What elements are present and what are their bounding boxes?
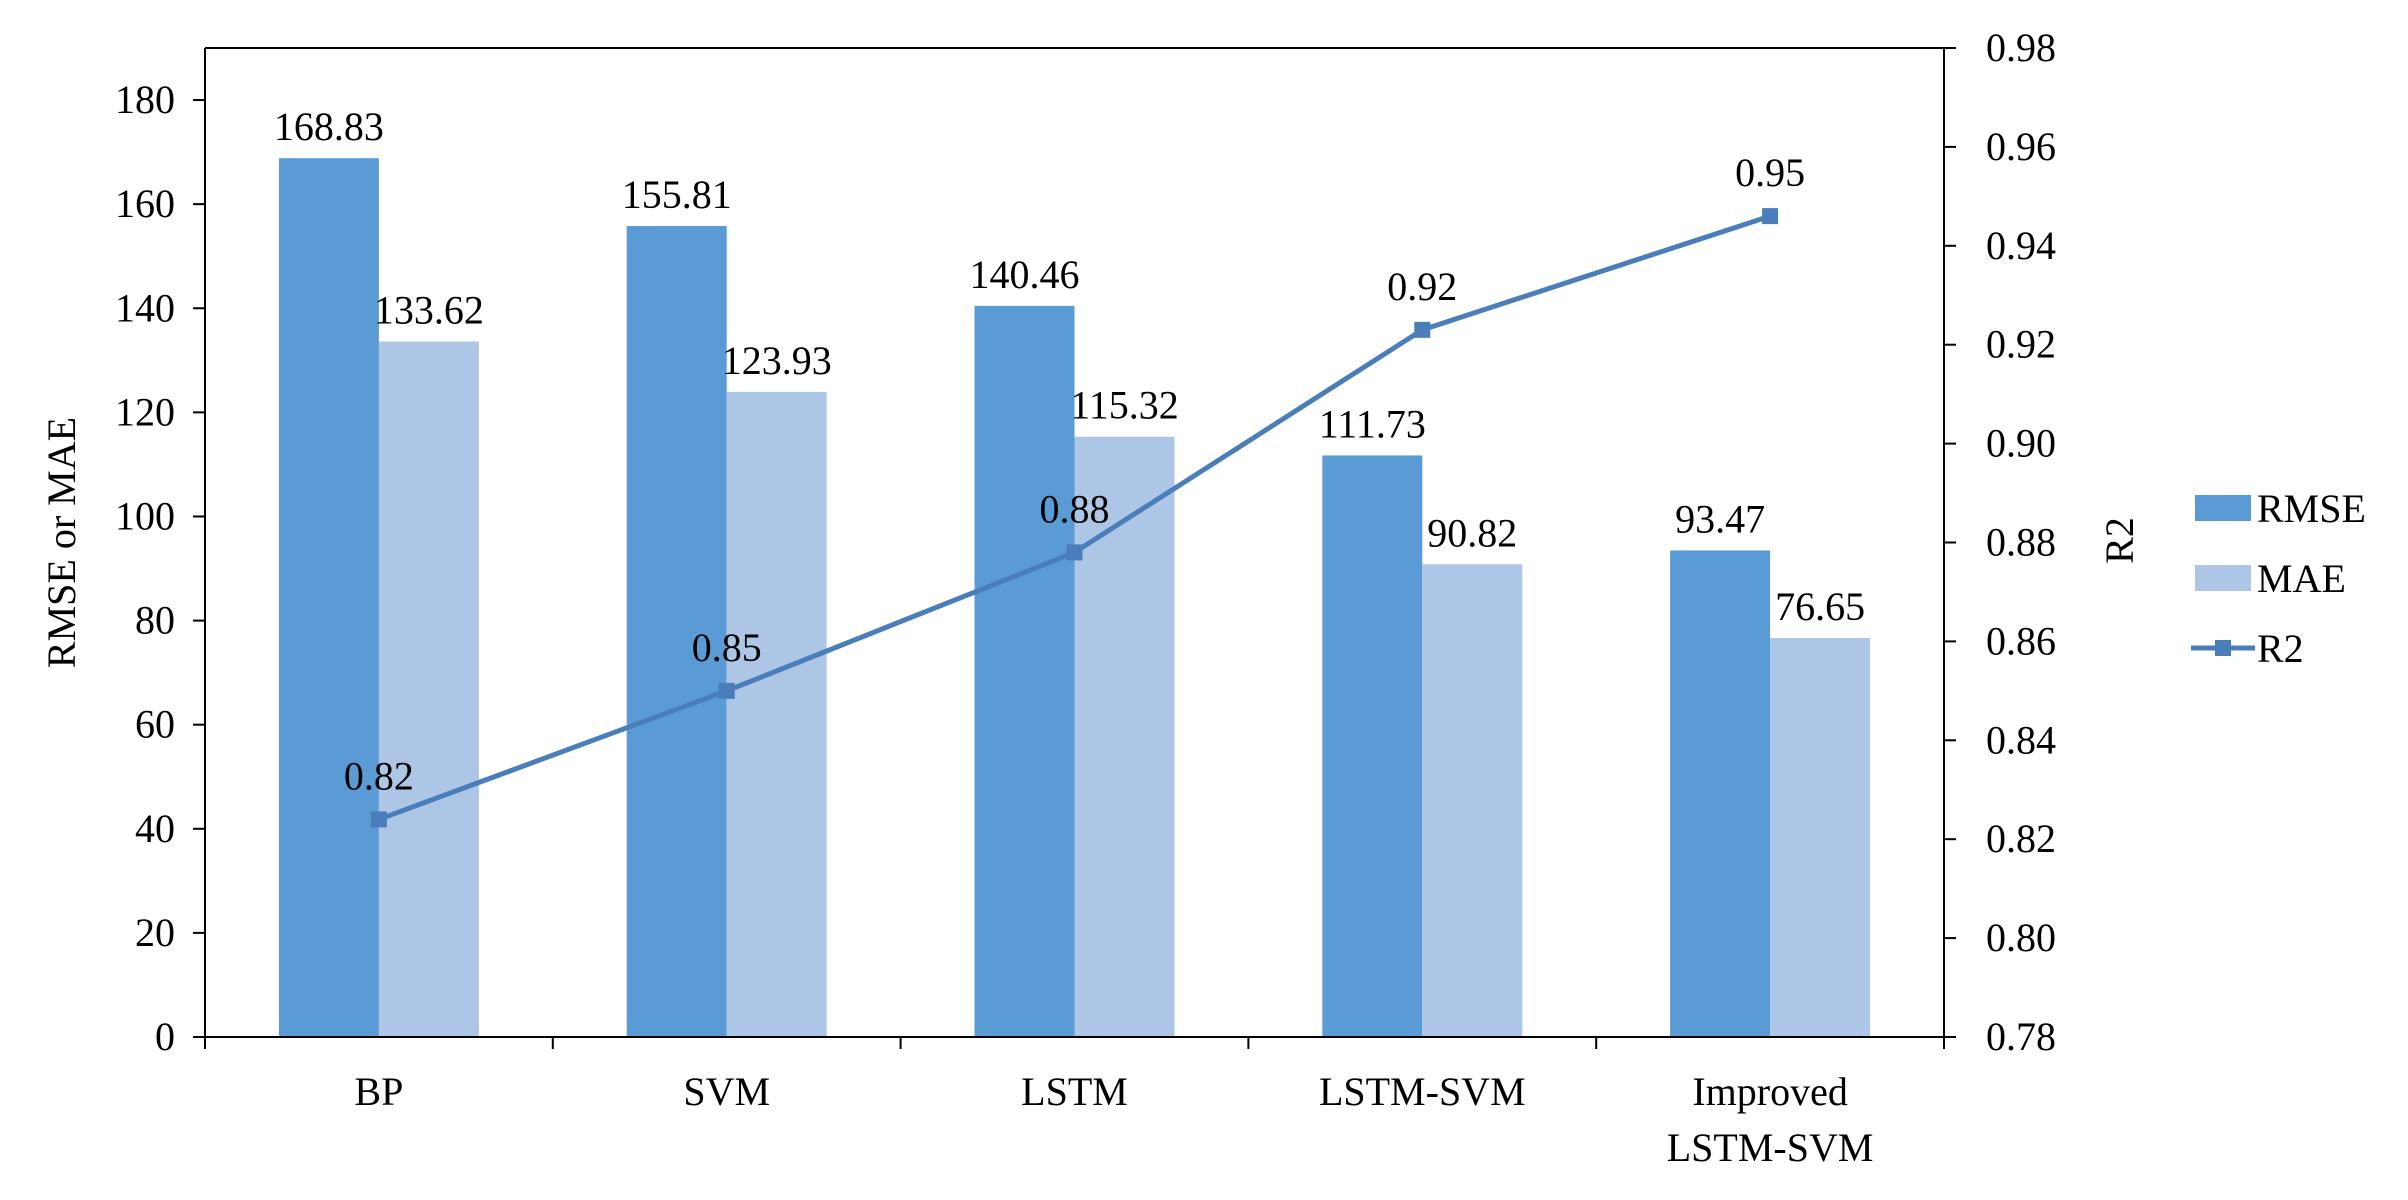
data-label-mae-2: 115.32: [1070, 383, 1179, 428]
data-label-r2-2: 0.88: [1040, 486, 1110, 531]
point-r2-0: [370, 811, 387, 828]
bar-rmse-1: [626, 225, 727, 1037]
bar-mae-2: [1074, 436, 1175, 1037]
legend: RMSE MAE R2: [2191, 486, 2366, 671]
data-label-mae-3: 90.82: [1427, 510, 1517, 555]
y-left-axis-title: RMSE or MAE: [39, 417, 84, 668]
data-label-mae-4: 76.65: [1775, 584, 1865, 629]
data-label-rmse-0: 168.83: [274, 104, 384, 149]
x-category-label: Improved: [1692, 1069, 1848, 1114]
data-label-mae-1: 123.93: [722, 338, 832, 383]
y-right-tick-label: 0.92: [1986, 322, 2056, 367]
bar-mae-1: [726, 391, 827, 1037]
y-left-tick-label: 120: [115, 389, 175, 434]
data-labels-layer: 168.83 155.81 140.46 111.73 93.47 133.62 123.9…: [274, 104, 1865, 798]
x-category-label: LSTM-SVM: [1319, 1069, 1526, 1114]
bar-rmse-0: [278, 158, 379, 1037]
y-left-tick-label: 140: [115, 285, 175, 330]
y-left-tick-label: 160: [115, 181, 175, 226]
legend-label-rmse: RMSE: [2257, 486, 2366, 531]
y-right-tick-label: 0.78: [1986, 1014, 2056, 1059]
y-right-tick-label: 0.80: [1986, 915, 2056, 960]
y-right-tick-label: 0.88: [1986, 520, 2056, 565]
bar-rmse-2: [974, 305, 1075, 1037]
y-right-tick-label: 0.94: [1986, 223, 2056, 268]
bar-rmse-3: [1322, 455, 1423, 1037]
y-left-tick-label: 20: [135, 910, 175, 955]
x-category-label: LSTM-SVM: [1667, 1125, 1874, 1170]
point-r2-3: [1414, 321, 1431, 338]
data-label-r2-1: 0.85: [692, 625, 762, 670]
legend-swatch-rmse: [2195, 495, 2251, 521]
legend-marker-r2: [2215, 640, 2231, 656]
y-right-tick-label: 0.84: [1986, 717, 2056, 762]
y-right-tick-label: 0.86: [1986, 618, 2056, 663]
y-left-tick-label: 40: [135, 806, 175, 851]
point-r2-1: [718, 682, 735, 699]
data-label-r2-0: 0.82: [344, 753, 414, 798]
data-label-rmse-4: 93.47: [1675, 496, 1765, 541]
y-right-tick-label: 0.96: [1986, 124, 2056, 169]
x-category-label: LSTM: [1021, 1069, 1128, 1114]
y-left-tick-label: 0: [155, 1014, 175, 1059]
axes-layer: 0 20 40 60 80 100 120 140 160 180 0.78 0.80 0.82 0.84…: [39, 25, 2142, 1170]
bar-mae-3: [1422, 564, 1523, 1037]
data-label-r2-3: 0.92: [1387, 264, 1457, 309]
bars-layer: [278, 158, 1871, 1037]
data-label-rmse-3: 111.73: [1319, 401, 1426, 446]
data-label-rmse-2: 140.46: [970, 252, 1080, 297]
legend-label-mae: MAE: [2257, 556, 2346, 601]
y-left-tick-label: 80: [135, 598, 175, 643]
y-left-tick-label: 180: [115, 77, 175, 122]
bar-mae-0: [378, 341, 479, 1037]
legend-label-r2: R2: [2257, 626, 2304, 671]
bar-rmse-4: [1670, 550, 1771, 1037]
y-left-tick-label: 60: [135, 702, 175, 747]
legend-swatch-mae: [2195, 565, 2251, 591]
point-r2-4: [1762, 208, 1779, 225]
y-left-tick-label: 100: [115, 493, 175, 538]
y-right-tick-label: 0.82: [1986, 816, 2056, 861]
y-right-tick-label: 0.98: [1986, 25, 2056, 70]
bar-mae-4: [1770, 638, 1871, 1037]
data-label-rmse-1: 155.81: [622, 172, 732, 217]
x-category-label: BP: [354, 1069, 403, 1114]
x-category-label: SVM: [683, 1069, 770, 1114]
y-right-axis-title: R2: [2097, 517, 2142, 564]
data-label-mae-0: 133.62: [374, 287, 484, 332]
y-right-tick-label: 0.90: [1986, 421, 2056, 466]
data-label-r2-4: 0.95: [1735, 150, 1805, 195]
point-r2-2: [1066, 544, 1083, 561]
r2-line-layer: [370, 208, 1779, 828]
